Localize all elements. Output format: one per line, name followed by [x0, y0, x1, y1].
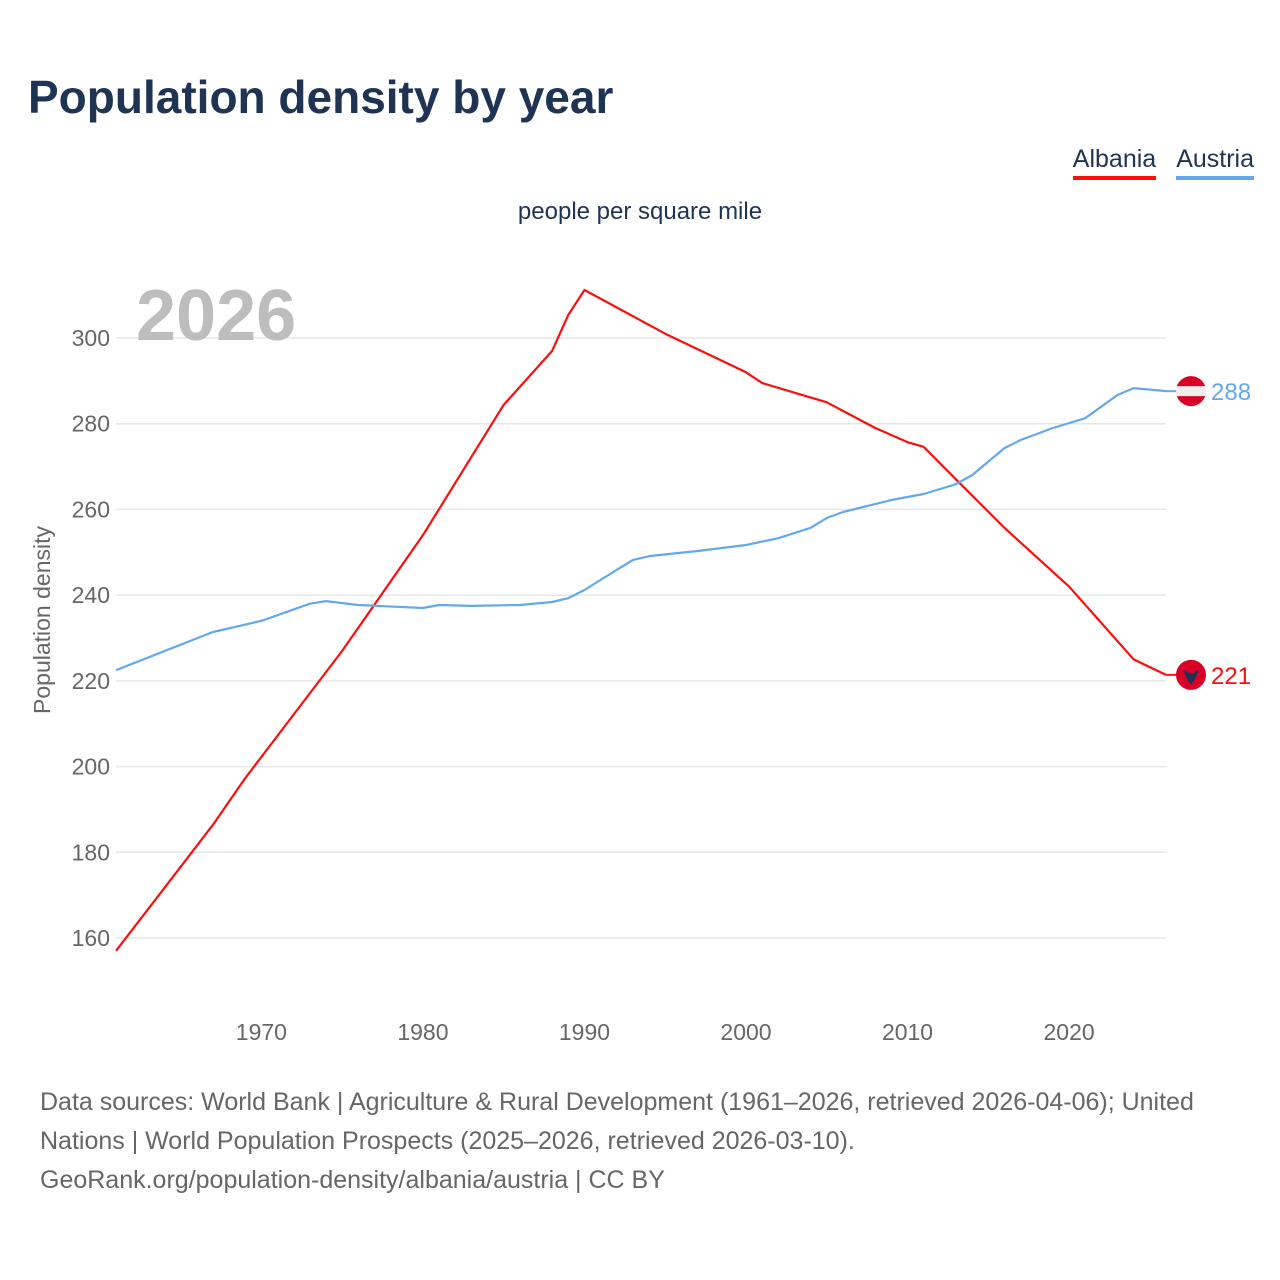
y-tick-label: 280 [72, 411, 110, 437]
eagle-icon [1183, 669, 1199, 685]
legend: Albania Austria [1072, 145, 1254, 180]
end-value-label: 288 [1211, 379, 1251, 406]
y-axis-label: Population density [29, 526, 55, 714]
source-line-1: Data sources: World Bank | Agriculture &… [40, 1088, 1194, 1155]
x-tick-label: 2020 [1043, 1019, 1094, 1045]
chart-title: Population density by year [28, 71, 614, 123]
x-tick-label: 2000 [720, 1019, 771, 1045]
source-note: Data sources: World Bank | Agriculture &… [40, 1083, 1250, 1200]
legend-item-albania[interactable]: Albania [1072, 145, 1157, 180]
y-tick-label: 180 [72, 839, 110, 865]
y-tick-label: 260 [72, 496, 110, 522]
series-line-austria [115, 387, 1167, 672]
x-tick-label: 2010 [882, 1019, 933, 1045]
y-tick-label: 200 [72, 754, 110, 780]
series-line-albania [115, 288, 1167, 952]
y-tick-label: 220 [72, 668, 110, 694]
x-tick-label: 1990 [559, 1019, 610, 1045]
year-watermark: 2026 [136, 276, 296, 356]
x-tick-label: 1980 [397, 1019, 448, 1045]
y-tick-label: 160 [72, 925, 110, 951]
x-tick-label: 1970 [236, 1019, 287, 1045]
austria-flag-stripe [1176, 386, 1206, 397]
chart-subtitle: people per square mile [517, 198, 763, 225]
source-line-2: GeoRank.org/population-density/albania/a… [40, 1166, 665, 1194]
end-value-label: 221 [1211, 663, 1251, 690]
y-tick-label: 240 [72, 582, 110, 608]
legend-item-austria[interactable]: Austria [1176, 145, 1254, 180]
y-tick-label: 300 [72, 325, 110, 351]
